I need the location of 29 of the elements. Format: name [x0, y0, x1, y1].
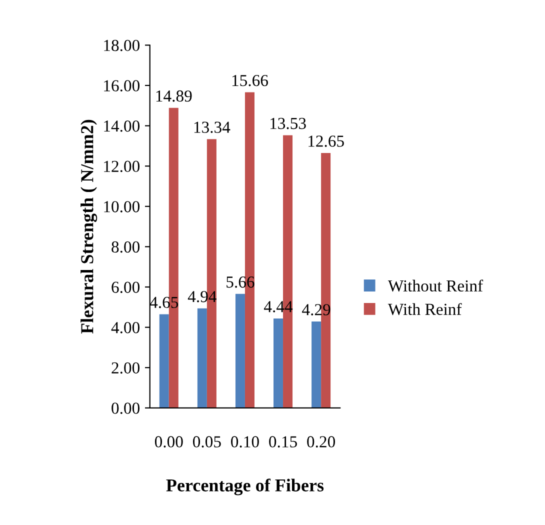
y-tick-label: 6.00	[112, 282, 140, 294]
legend-label: Without Reinf	[388, 280, 484, 292]
y-tick-label: 18.00	[104, 40, 140, 52]
x-tick-label: 0.00	[154, 436, 183, 448]
y-tick-label: 0.00	[112, 402, 140, 414]
bar	[312, 321, 322, 408]
x-tick-label: 0.10	[231, 436, 259, 448]
y-tick-label: 2.00	[112, 362, 140, 374]
x-axis-title: Percentage of Fibers	[166, 478, 324, 496]
y-tick-label: 4.00	[111, 322, 140, 334]
x-tick-label: 0.05	[192, 436, 221, 448]
x-tick-label: 0.15	[269, 436, 297, 448]
data-label: 13.53	[270, 118, 306, 130]
bar	[235, 294, 245, 408]
x-tick-label: 0.20	[307, 436, 336, 448]
bar	[159, 314, 169, 408]
bar	[197, 308, 207, 408]
y-tick-label: 12.00	[104, 160, 140, 172]
data-label: 15.66	[232, 74, 268, 86]
data-label: 14.89	[156, 90, 192, 102]
data-label: 12.65	[308, 136, 344, 147]
y-tick-label: 8.00	[112, 241, 140, 253]
y-tick-label: 14.00	[104, 120, 140, 132]
bar	[274, 318, 284, 408]
y-axis-title: Flexural Strength ( N/mm2)	[80, 120, 98, 334]
legend-label: With Reinf	[388, 303, 462, 316]
y-tick-label: 16.00	[104, 80, 140, 92]
data-label: 13.34	[194, 122, 230, 133]
y-tick-label: 10.00	[104, 201, 140, 212]
